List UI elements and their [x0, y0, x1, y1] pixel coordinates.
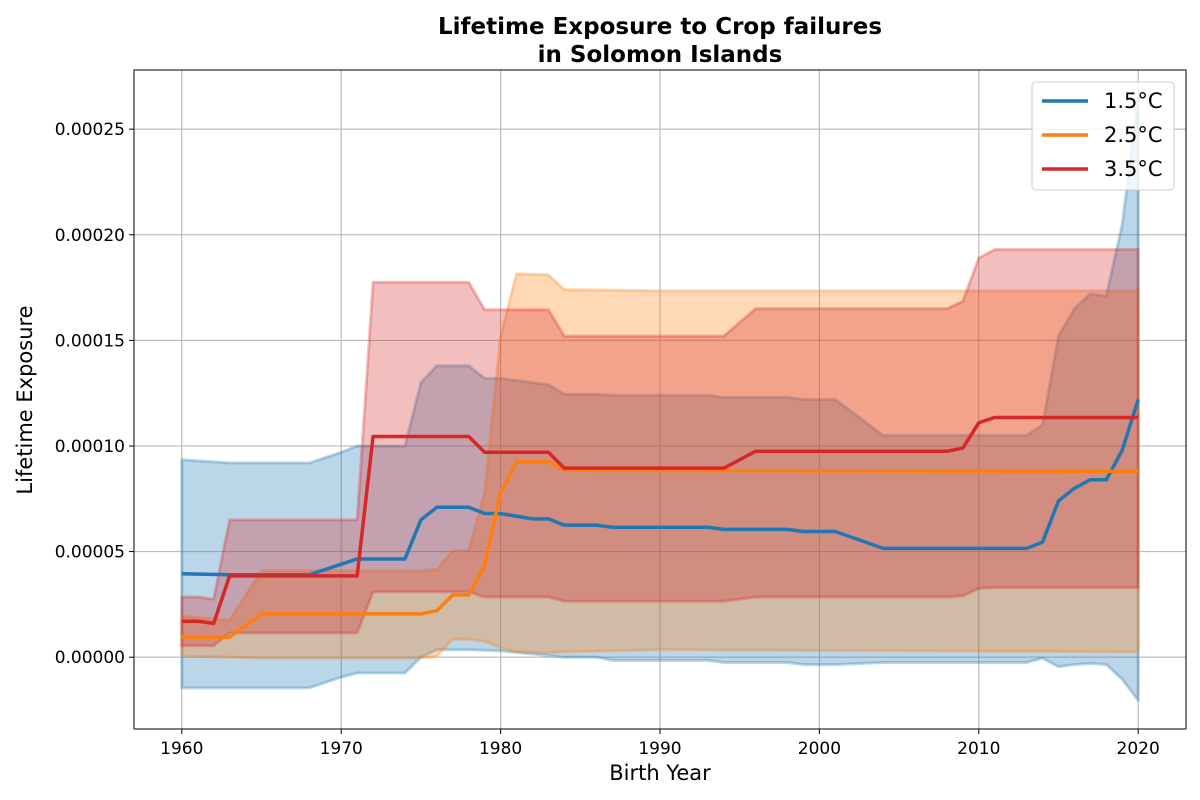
x-tick-label: 2020 — [1117, 739, 1160, 759]
legend-box — [1031, 81, 1175, 191]
y-tick-label: 0.00015 — [55, 331, 125, 351]
y-tick-label: 0.00020 — [55, 226, 125, 246]
legend-label-2p5c: 2.5°C — [1104, 123, 1163, 147]
line-2-5-c — [181, 460, 1139, 639]
band-3-5-c — [180, 248, 1140, 648]
x-axis-label: Birth Year — [609, 761, 711, 785]
y-tick-label: 0.00005 — [55, 543, 125, 563]
y-tick-label: 0.00010 — [55, 437, 125, 457]
legend-label-3p5c: 3.5°C — [1104, 157, 1163, 181]
y-axis-label: Lifetime Exposure — [13, 305, 37, 494]
y-axis-ticks: 0.00000 0.00005 0.00010 0.00015 0.00020 0.000… — [55, 120, 134, 668]
line-3-5-c — [181, 415, 1139, 626]
chart-title-line-1: Lifetime Exposure to Crop failures — [438, 14, 882, 40]
band-2-5-c — [180, 272, 1140, 660]
grid-lines — [134, 70, 1186, 729]
x-tick-label: 2010 — [957, 739, 1000, 759]
y-tick-label: 0.00000 — [55, 648, 125, 668]
x-tick-label: 1980 — [479, 739, 522, 759]
x-tick-label: 1960 — [160, 739, 203, 759]
legend: 1.5°C 2.5°C 3.5°C — [1031, 81, 1175, 191]
x-tick-label: 2000 — [798, 739, 841, 759]
y-tick-label: 0.00025 — [55, 120, 125, 140]
x-axis-ticks: 1960 1970 1980 1990 2000 2010 2020 — [160, 729, 1160, 759]
line-1-5-c — [181, 398, 1140, 577]
legend-label-1p5c: 1.5°C — [1104, 89, 1163, 113]
series-lines — [181, 398, 1140, 639]
chart-title-line-2: in Solomon Islands — [538, 42, 783, 68]
x-tick-label: 1970 — [320, 739, 363, 759]
x-tick-label: 1990 — [638, 739, 681, 759]
